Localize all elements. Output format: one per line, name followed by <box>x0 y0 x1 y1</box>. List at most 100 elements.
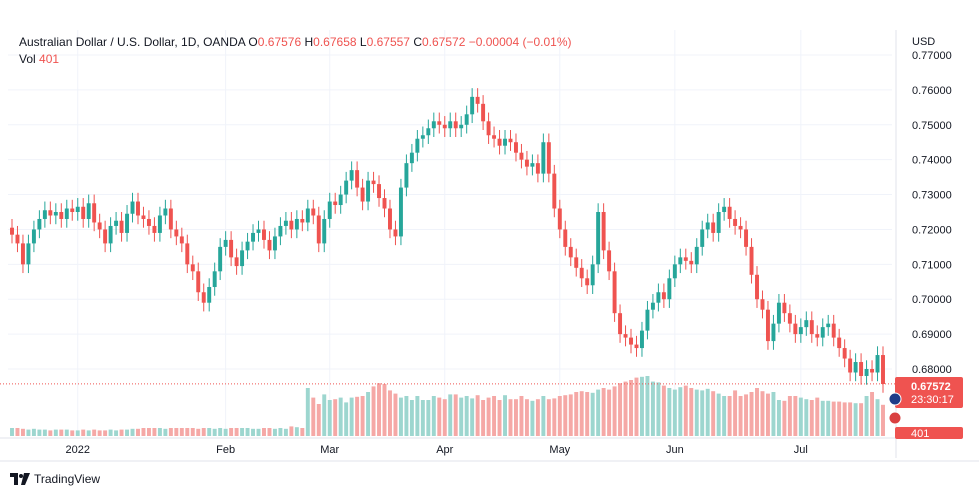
candle <box>809 311 814 343</box>
candle <box>349 161 354 190</box>
candle-body <box>634 344 639 349</box>
tradingview-logo[interactable]: TradingView <box>10 472 100 486</box>
candle <box>229 231 234 267</box>
candle <box>492 126 497 148</box>
candle <box>694 238 699 274</box>
candle <box>546 133 551 183</box>
volume-bar <box>661 385 666 436</box>
volume-bar <box>574 392 579 436</box>
candle <box>201 283 206 312</box>
symbol-title[interactable]: Australian Dollar / U.S. Dollar, 1D, OAN… <box>19 35 246 49</box>
candle <box>574 248 579 277</box>
last-price-value: 0.67572 <box>911 381 951 393</box>
candle-body <box>278 225 283 237</box>
volume-bar <box>344 402 349 436</box>
candle-body <box>650 302 655 310</box>
volume-bar <box>672 389 677 436</box>
candle-body <box>503 138 507 146</box>
candle-body <box>420 135 425 139</box>
candle <box>776 293 781 333</box>
volume-bar <box>272 428 277 436</box>
volume-bar <box>420 400 425 436</box>
volume-bar <box>546 399 551 436</box>
candle <box>59 203 64 228</box>
volume-bar <box>59 429 64 436</box>
candle <box>623 325 628 347</box>
candle <box>360 178 365 211</box>
candle-body <box>552 173 557 209</box>
candle <box>563 220 568 256</box>
candle <box>75 198 80 221</box>
candle <box>86 194 91 228</box>
volume-bars <box>10 376 885 436</box>
volume-bar <box>322 394 327 436</box>
volume-bar <box>760 391 765 436</box>
candle <box>875 346 880 382</box>
candle-body <box>327 201 332 219</box>
candle-body <box>201 292 206 303</box>
candle-body <box>355 170 360 188</box>
candle-body <box>152 225 157 233</box>
candle <box>327 192 332 228</box>
candle-body <box>497 138 502 146</box>
candle <box>837 328 842 357</box>
candle <box>366 171 371 211</box>
candle <box>661 283 666 308</box>
volume-bar <box>294 427 299 436</box>
volume-bar <box>114 430 119 436</box>
volume-bar <box>283 428 288 436</box>
candle <box>300 210 305 232</box>
volume-bar <box>146 428 151 436</box>
candle <box>755 266 759 308</box>
us-flag-icon[interactable] <box>888 411 902 425</box>
time-axis[interactable]: 2022 Feb Mar Apr May Jun Jul <box>65 444 807 456</box>
candle <box>486 112 491 144</box>
volume-bar <box>623 381 628 436</box>
legend: Australian Dollar / U.S. Dollar, 1D, OAN… <box>19 34 571 68</box>
volume-bar <box>804 399 809 436</box>
australia-flag-icon[interactable] <box>888 392 902 406</box>
volume-bar <box>119 429 124 436</box>
candle-body <box>272 236 277 251</box>
candle-body <box>26 243 31 265</box>
candle-body <box>524 159 529 167</box>
candle-body <box>409 152 414 164</box>
candle-body <box>744 229 749 247</box>
candle-body <box>672 264 677 279</box>
volume-bar <box>519 396 524 436</box>
price-axis[interactable]: 0.77000 0.76000 0.75000 0.74000 0.73000 0.720… <box>912 50 952 376</box>
candle <box>103 220 108 253</box>
candle <box>240 241 245 275</box>
candle-body <box>607 250 612 272</box>
candle <box>519 143 524 169</box>
candle-body <box>738 225 743 230</box>
candle-body <box>760 299 765 310</box>
candle-body <box>415 138 420 153</box>
volume-bar <box>585 392 590 436</box>
volume-bar <box>486 397 491 436</box>
candle-body <box>75 206 80 212</box>
volume-bar <box>81 429 86 436</box>
candle-body <box>245 241 250 251</box>
candle-body <box>366 180 371 202</box>
candle-body <box>667 278 672 300</box>
candle <box>503 130 507 155</box>
price-tick-label: 0.76000 <box>912 85 952 97</box>
volume-bar <box>152 428 157 436</box>
volume-bar <box>629 380 633 436</box>
volume-bar <box>97 430 102 436</box>
volume-label: Vol <box>19 52 36 66</box>
candle-body <box>349 170 354 181</box>
volume-bar <box>787 396 792 436</box>
flag-icons[interactable] <box>888 392 902 425</box>
candle <box>650 293 655 319</box>
volume-bar <box>683 385 688 436</box>
candles <box>10 88 885 393</box>
candle <box>141 206 146 228</box>
candle-body <box>48 210 53 216</box>
time-tick-label: 2022 <box>65 444 89 456</box>
candle <box>136 192 140 225</box>
candle <box>656 283 661 312</box>
candle <box>163 199 168 225</box>
